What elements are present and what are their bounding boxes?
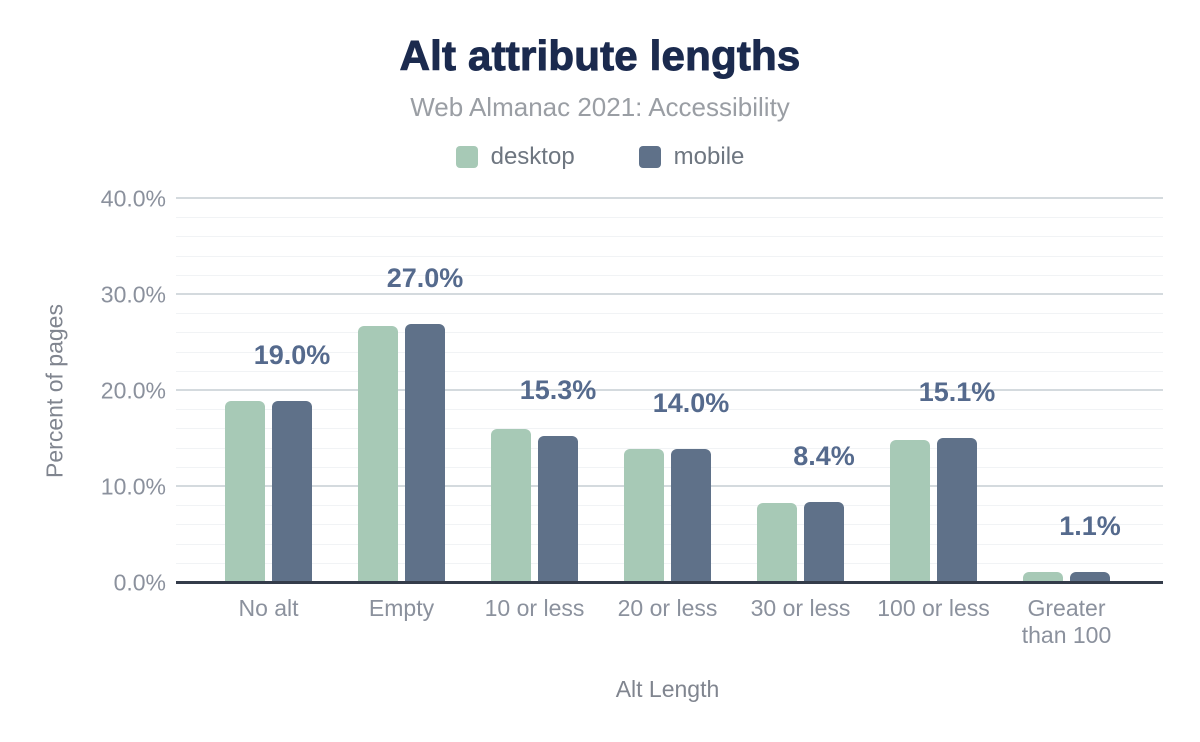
legend-item-desktop: desktop xyxy=(455,143,575,171)
x-tick-label: 20 or less xyxy=(617,595,718,621)
gridline-major xyxy=(176,293,1163,295)
gridline-major xyxy=(176,485,1163,487)
gridline-minor xyxy=(176,428,1163,430)
bar-desktop xyxy=(491,429,531,583)
y-tick-label: 10.0% xyxy=(100,473,166,500)
gridline-minor xyxy=(176,313,1163,315)
gridline-minor xyxy=(176,409,1163,411)
gridline-minor xyxy=(176,466,1163,468)
legend-swatch-mobile-icon xyxy=(638,146,661,168)
plot-area: 19.0% No alt 27.0% Empty 15.3% 10 or less 14.0… xyxy=(176,197,1163,648)
gridline-minor xyxy=(176,524,1163,526)
bar-mobile xyxy=(937,438,977,583)
bar-mobile xyxy=(272,400,312,583)
chart-subtitle: Web Almanac 2021: Accessibility xyxy=(410,92,790,122)
bar-desktop xyxy=(890,439,930,583)
x-tick-label: Greater than 100 xyxy=(1021,595,1112,649)
legend-label: desktop xyxy=(490,143,575,170)
data-label: 15.1% xyxy=(918,377,996,408)
data-label: 15.3% xyxy=(519,375,597,406)
y-axis-ticks: 0.0% 10.0% 20.0% 30.0% 40.0% xyxy=(0,186,166,596)
gridline-minor xyxy=(176,562,1163,564)
x-tick-label: 100 or less xyxy=(877,595,990,621)
gridline-major xyxy=(176,389,1163,391)
gridline-minor xyxy=(176,236,1163,238)
bar-desktop xyxy=(225,400,265,583)
x-axis-title: Alt Length xyxy=(615,676,720,702)
gridline-minor xyxy=(176,505,1163,507)
data-label: 14.0% xyxy=(652,387,730,418)
legend-label: mobile xyxy=(673,143,745,170)
gridline-minor xyxy=(176,447,1163,449)
legend-item-mobile: mobile xyxy=(638,143,745,171)
bar-desktop xyxy=(757,503,797,583)
data-label: 8.4% xyxy=(793,441,855,472)
bar-group: 15.3% 10 or less xyxy=(468,199,601,621)
bar-desktop xyxy=(1023,572,1063,583)
gridline-minor xyxy=(176,543,1163,545)
x-tick-label: 10 or less xyxy=(484,595,585,621)
gridline-minor xyxy=(176,255,1163,257)
legend-swatch-desktop-icon xyxy=(455,146,478,168)
gridline-major xyxy=(176,197,1163,199)
bar-group: 19.0% No alt xyxy=(202,199,335,621)
x-tick-label: 30 or less xyxy=(750,595,851,621)
data-label: 27.0% xyxy=(386,262,464,293)
gridline-minor xyxy=(176,370,1163,372)
y-tick-label: 40.0% xyxy=(100,185,166,212)
x-axis-line xyxy=(176,581,1163,584)
legend: desktop mobile xyxy=(0,143,1200,171)
gridline-minor xyxy=(176,351,1163,353)
y-tick-label: 0.0% xyxy=(113,569,166,596)
bar-group: 8.4% 30 or less xyxy=(734,199,867,621)
chart-title: Alt attribute lengths xyxy=(399,32,801,80)
bar-mobile xyxy=(405,323,445,583)
bar-desktop xyxy=(358,325,398,583)
bar-group: 1.1% Greater than 100 xyxy=(1000,199,1133,648)
bar-mobile xyxy=(1070,572,1110,583)
gridline-minor xyxy=(176,332,1163,334)
bar-group: 27.0% Empty xyxy=(335,199,468,621)
gridline-minor xyxy=(176,217,1163,219)
data-label: 1.1% xyxy=(1059,511,1121,542)
bar-mobile xyxy=(538,436,578,583)
x-tick-label: Empty xyxy=(368,595,435,621)
y-tick-label: 30.0% xyxy=(100,281,166,308)
x-tick-label: No alt xyxy=(238,595,299,621)
y-tick-label: 20.0% xyxy=(100,377,166,404)
bar-mobile xyxy=(804,502,844,583)
data-label: 19.0% xyxy=(253,339,331,370)
bar-mobile xyxy=(671,448,711,583)
bar-group: 14.0% 20 or less xyxy=(601,199,734,621)
gridline-minor xyxy=(176,274,1163,276)
bar-desktop xyxy=(624,448,664,583)
bars-container: 19.0% No alt 27.0% Empty 15.3% 10 or less 14.0… xyxy=(202,199,1133,648)
bar-group: 15.1% 100 or less xyxy=(867,199,1000,621)
